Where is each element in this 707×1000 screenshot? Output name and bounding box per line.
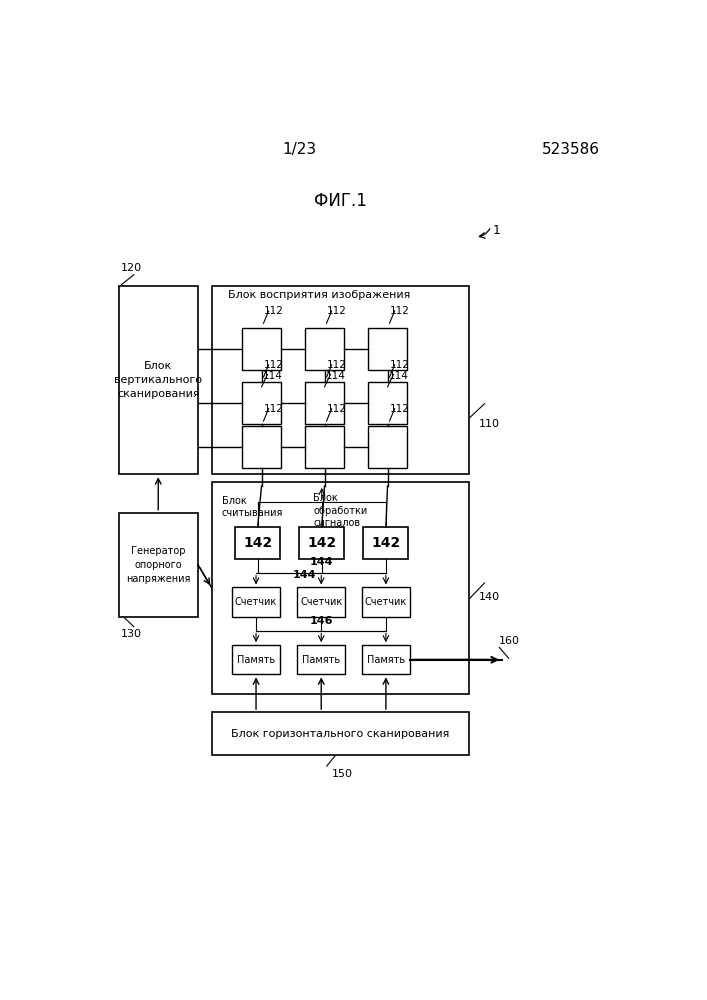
Bar xyxy=(232,645,280,674)
Text: 1: 1 xyxy=(493,224,501,237)
Bar xyxy=(368,382,407,424)
Bar xyxy=(305,328,344,370)
Bar xyxy=(362,587,410,617)
Bar xyxy=(297,587,345,617)
Text: ФИГ.1: ФИГ.1 xyxy=(314,192,367,210)
Bar xyxy=(242,426,281,468)
Text: Блок горизонтального сканирования: Блок горизонтального сканирования xyxy=(231,729,450,739)
Text: Генератор
опорного
напряжения: Генератор опорного напряжения xyxy=(126,546,190,584)
Bar xyxy=(211,712,469,755)
Bar xyxy=(368,426,407,468)
Bar xyxy=(211,286,469,474)
Text: 112: 112 xyxy=(264,306,284,316)
Text: 160: 160 xyxy=(499,636,520,646)
Text: 142: 142 xyxy=(371,536,401,550)
Text: 1/23: 1/23 xyxy=(282,142,317,157)
Text: Память: Память xyxy=(367,655,405,665)
Bar xyxy=(242,328,281,370)
Bar xyxy=(363,527,409,559)
Text: Блок
обработки
сигналов: Блок обработки сигналов xyxy=(313,493,367,528)
Text: 142: 142 xyxy=(307,536,337,550)
Text: 150: 150 xyxy=(332,769,354,779)
Text: 146: 146 xyxy=(310,616,333,626)
Text: Блок
считывания: Блок считывания xyxy=(221,496,283,518)
Text: 112: 112 xyxy=(327,360,346,370)
Bar xyxy=(297,645,345,674)
Text: 114: 114 xyxy=(389,371,409,381)
Text: 112: 112 xyxy=(390,404,409,414)
Bar xyxy=(242,382,281,424)
Text: 140: 140 xyxy=(479,592,500,602)
Text: Счетчик: Счетчик xyxy=(235,597,277,607)
Bar xyxy=(362,645,410,674)
Bar xyxy=(299,527,344,559)
Text: 144: 144 xyxy=(293,570,317,580)
Text: 144: 144 xyxy=(310,557,333,567)
Bar xyxy=(305,382,344,424)
Text: Счетчик: Счетчик xyxy=(365,597,407,607)
Text: Блок
вертикального
сканирования: Блок вертикального сканирования xyxy=(115,361,202,399)
Text: 120: 120 xyxy=(122,263,142,273)
Text: Счетчик: Счетчик xyxy=(300,597,342,607)
Bar xyxy=(119,286,198,474)
Text: 112: 112 xyxy=(390,360,409,370)
Text: 112: 112 xyxy=(264,360,284,370)
Text: 130: 130 xyxy=(122,629,142,639)
Bar xyxy=(232,587,280,617)
Text: 114: 114 xyxy=(263,371,283,381)
Bar xyxy=(235,527,280,559)
Bar xyxy=(368,328,407,370)
Text: 112: 112 xyxy=(390,306,409,316)
Text: 110: 110 xyxy=(479,419,500,429)
Text: 112: 112 xyxy=(327,404,346,414)
Text: Память: Память xyxy=(237,655,275,665)
Bar xyxy=(119,513,198,617)
Text: 112: 112 xyxy=(327,306,346,316)
Text: Блок восприятия изображения: Блок восприятия изображения xyxy=(228,290,411,300)
Bar xyxy=(305,426,344,468)
Text: Память: Память xyxy=(302,655,340,665)
Bar xyxy=(211,482,469,694)
Text: 112: 112 xyxy=(264,404,284,414)
Text: 142: 142 xyxy=(243,536,272,550)
Text: 114: 114 xyxy=(326,371,346,381)
Text: 523586: 523586 xyxy=(542,142,600,157)
